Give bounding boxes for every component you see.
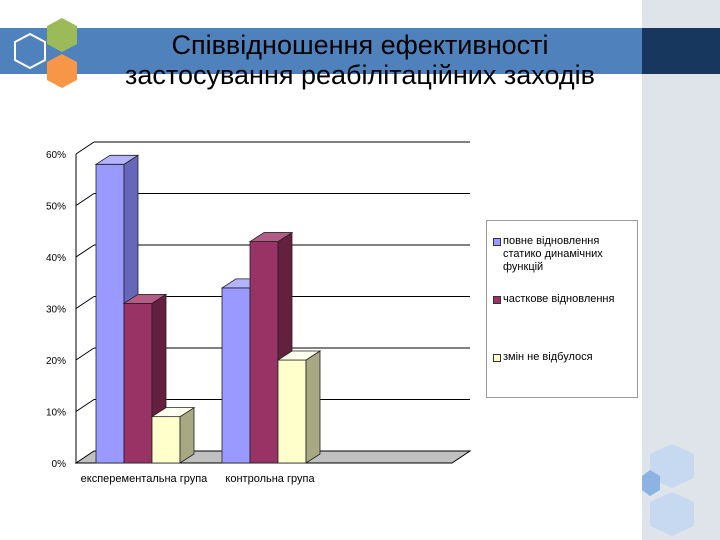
y-tick-label: 50% (46, 202, 66, 213)
legend-label-series-2: часткове відновлення (503, 293, 615, 305)
y-tick-label: 60% (46, 150, 66, 161)
chart-legend: повне відновлення статико динамічних фун… (486, 220, 638, 398)
bar-top (94, 154, 140, 165)
gridline-depth (75, 399, 95, 412)
bar-top (150, 407, 196, 418)
bar-top (248, 232, 294, 242)
hex-deco-bottom-2-icon (650, 492, 694, 536)
y-tick-label: 40% (46, 253, 66, 264)
bar-side (179, 406, 195, 464)
legend-label-series-1: повне відновлення статико динамічних фун… (503, 235, 603, 273)
title-band (0, 28, 642, 74)
legend-swatch-series-1 (493, 238, 501, 246)
legend-label-series-3: змін не відбулося (503, 351, 593, 363)
title-band-accent (642, 28, 720, 74)
legend-item-series-2: часткове відновлення (493, 293, 631, 306)
hex-orange-icon (47, 54, 77, 88)
legend-swatch-series-2 (493, 296, 501, 304)
legend-swatch-series-3 (493, 354, 501, 362)
slide-title-line1: Співвідношення ефективності (171, 30, 549, 60)
legend-item-series-1: повне відновлення статико динамічних фун… (493, 235, 631, 274)
bar (277, 359, 307, 464)
bar (95, 163, 125, 464)
legend-item-series-3: змін не відбулося (493, 351, 631, 364)
bar (123, 302, 153, 464)
x-tick-label: контрольна група (225, 473, 315, 485)
slide-title-line2: застосування реабілітаційних заходів (125, 60, 595, 90)
bar (249, 241, 279, 464)
gridline-depth (75, 244, 95, 258)
bar (221, 287, 251, 464)
bar-side (305, 350, 321, 464)
y-tick-label: 30% (46, 305, 66, 316)
gridline-depth (75, 296, 95, 309)
hex-deco-bottom-3-icon (642, 470, 660, 496)
gridline-depth (75, 141, 95, 155)
hex-deco-bottom-1-icon (650, 444, 694, 488)
x-tick-label: експерементальна група (81, 473, 209, 485)
bar (151, 416, 181, 464)
y-tick-label: 0% (52, 459, 67, 470)
y-tick-label: 20% (46, 356, 66, 367)
gridline-depth (75, 347, 95, 361)
bar-top (122, 293, 168, 304)
bar-top (276, 350, 322, 361)
gridline-depth (75, 193, 95, 206)
hex-blue-icon (14, 32, 46, 70)
slide-title: Співвідношення ефективності застосування… (40, 30, 680, 90)
hex-green-icon (47, 18, 77, 52)
y-tick-label: 10% (46, 408, 66, 419)
